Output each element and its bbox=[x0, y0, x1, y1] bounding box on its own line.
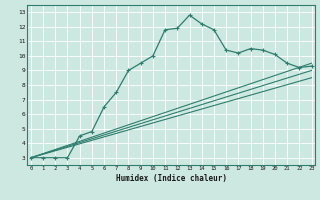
X-axis label: Humidex (Indice chaleur): Humidex (Indice chaleur) bbox=[116, 174, 227, 183]
